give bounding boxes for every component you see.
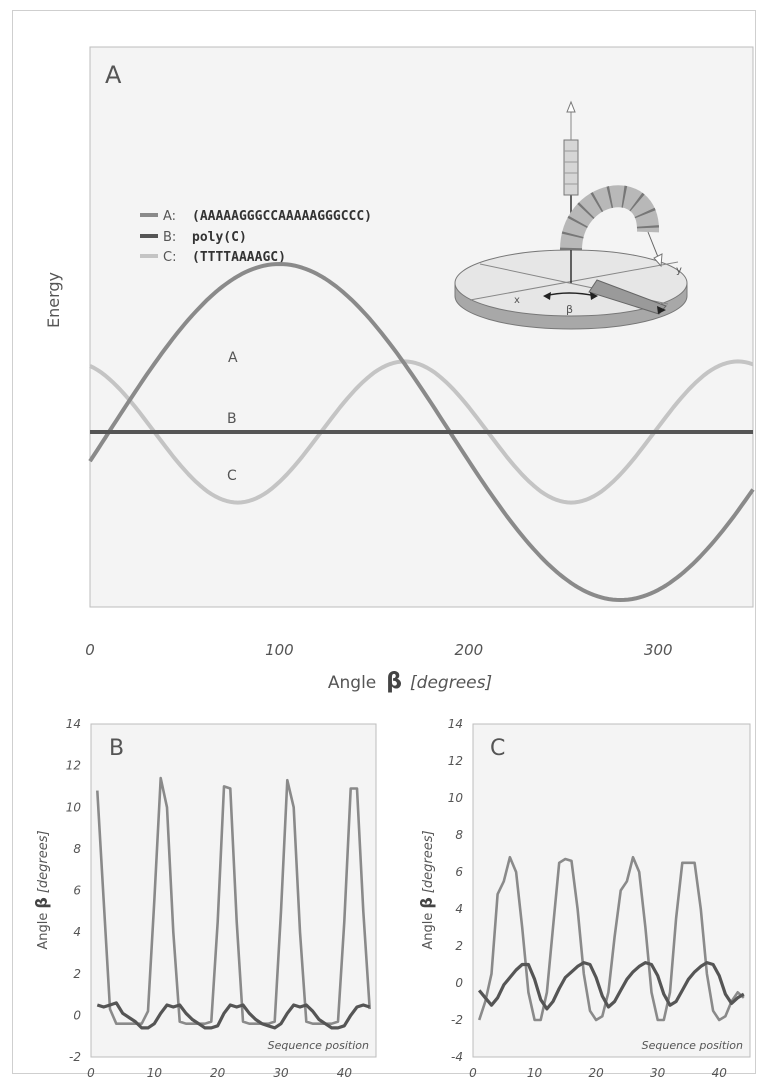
- panel-a-series-line-a: [88, 262, 755, 602]
- panel-b-label: B: [109, 736, 124, 761]
- legend-seq-a: (AAAAAGGGCCAAAAAGGGCCC): [192, 209, 372, 224]
- bent-helix-dividers: [560, 185, 659, 251]
- panel-b-xtick: 0: [87, 1066, 95, 1080]
- panel-b-ticks: -2 0 2 4 6 8 10 12 14 0 10 20 30 40: [66, 717, 353, 1080]
- panel-b-ytick: 10: [66, 800, 82, 814]
- legend-key-a: A:: [163, 209, 176, 224]
- panel-c-ylabel: Angle β [degrees]: [417, 830, 436, 949]
- vertical-stack: [563, 139, 579, 196]
- panel-a-xlabel: Angle β [degrees]: [328, 669, 492, 694]
- curve-label-b: B: [227, 411, 237, 427]
- panel-a-xtick: 100: [265, 641, 294, 659]
- tip-arrow: [653, 253, 663, 268]
- panel-a: A Energy 0 100 200 300 Angle β [degrees] A: (…: [44, 46, 755, 694]
- panel-a-xtick: 200: [455, 641, 484, 659]
- panel-b-ytick: -2: [69, 1050, 81, 1064]
- panel-c-ytick: 2: [455, 939, 463, 953]
- panel-b-ytick: 2: [73, 967, 81, 981]
- panel-b-series-line-2: [96, 1001, 371, 1030]
- inset-x-label: x: [514, 295, 520, 306]
- helix-inset-illustration: x y β: [454, 100, 688, 330]
- panel-b-ytick: 12: [66, 759, 81, 773]
- legend-key-b: B:: [163, 230, 176, 245]
- panel-b-annotation: Sequence position: [268, 1039, 369, 1052]
- panel-a-label: A: [105, 61, 122, 89]
- panel-b-curves: [96, 776, 371, 1030]
- legend-seq-b: poly(C): [192, 230, 247, 245]
- panel-c-ytick: 12: [448, 754, 463, 768]
- panel-a-xticks: 0 100 200 300: [85, 641, 672, 659]
- panel-b-xtick: 10: [147, 1066, 163, 1080]
- panel-b-xtick: 30: [273, 1066, 289, 1080]
- panel-c-curves: [477, 855, 745, 1022]
- panel-c-plot-area: [472, 723, 751, 1058]
- panel-b-ytick: 6: [73, 884, 81, 898]
- panel-c-annotation: Sequence position: [642, 1039, 743, 1052]
- panel-a-xtick: 300: [644, 641, 673, 659]
- bar-arrow-head: [657, 306, 666, 314]
- panel-c-xtick: 20: [588, 1066, 604, 1080]
- curve-label-a: A: [228, 350, 238, 366]
- curve-label-c: C: [227, 468, 237, 484]
- panel-c-ytick: 4: [455, 902, 463, 916]
- panel-c-ytick: -2: [451, 1013, 463, 1027]
- panel-b-xtick: 40: [337, 1066, 353, 1080]
- panel-c-ytick: 14: [448, 717, 463, 731]
- panel-a-xtick: 0: [85, 641, 95, 659]
- panel-b-ytick: 14: [66, 717, 81, 731]
- panel-c-xtick: 0: [469, 1066, 477, 1080]
- disk-axis-line-1: [469, 261, 679, 301]
- legend-key-c: C:: [163, 250, 176, 265]
- panel-a-legend: A: (AAAAAGGGCCAAAAAGGGCCC) B: poly(C) C:…: [140, 209, 372, 265]
- panel-b-plot-area: [90, 723, 377, 1058]
- panel-c-series-line-2: [477, 961, 745, 1011]
- panel-c-xtick: 40: [712, 1066, 728, 1080]
- panel-b-ytick: 0: [73, 1008, 81, 1022]
- panel-c-ylabel-prefix: Angle: [421, 913, 436, 950]
- panel-c-ticks: -4 -2 0 2 4 6 8 10 12 14 0 10 20 30 40: [448, 717, 727, 1080]
- panel-c-xtick: 10: [527, 1066, 543, 1080]
- panel-a-xlabel-unit: [degrees]: [410, 673, 492, 693]
- panel-a-series-line-c: [89, 359, 754, 505]
- beta-arrow-right: [590, 292, 598, 300]
- panel-c: C Angle β [degrees] Sequence position -4 -2…: [417, 717, 751, 1080]
- panel-a-plot-area: [89, 46, 754, 608]
- panel-c-ytick: -4: [451, 1050, 463, 1064]
- top-arrow: [566, 100, 576, 113]
- panel-c-xtick: 30: [650, 1066, 666, 1080]
- panel-c-series-line-1: [477, 855, 745, 1022]
- panel-b-ylabel: Angle β [degrees]: [32, 830, 51, 949]
- panel-b-xtick: 20: [210, 1066, 226, 1080]
- panel-c-label: C: [490, 736, 505, 761]
- panel-b-ylabel-unit: [degrees]: [36, 830, 51, 893]
- panel-a-ylabel: Energy: [44, 272, 63, 328]
- panel-b-ylabel-symbol: β: [32, 897, 51, 908]
- panel-c-ylabel-symbol: β: [417, 897, 436, 908]
- beta-arrow-left: [543, 292, 551, 300]
- panel-a-xlabel-symbol: β: [386, 669, 402, 694]
- panel-c-ytick: 8: [455, 828, 463, 842]
- panel-b-ytick: 4: [73, 925, 81, 939]
- panel-c-ytick: 0: [455, 976, 463, 990]
- panel-b-ylabel-prefix: Angle: [36, 913, 51, 950]
- panel-b-ytick: 8: [73, 842, 81, 856]
- projection-bar: [588, 279, 667, 315]
- inset-y-label: y: [676, 265, 682, 276]
- panel-c-ytick: 6: [455, 865, 463, 879]
- panel-c-ytick: 10: [448, 791, 464, 805]
- panel-a-curves: [88, 262, 755, 602]
- legend-seq-c: (TTTTAAAAGC): [192, 250, 286, 265]
- panel-a-xlabel-prefix: Angle: [328, 673, 376, 693]
- inset-beta-label: β: [566, 303, 573, 316]
- panel-b: B Angle β [degrees] Sequence position -2 0 2…: [32, 717, 377, 1080]
- panel-c-ylabel-unit: [degrees]: [421, 830, 436, 893]
